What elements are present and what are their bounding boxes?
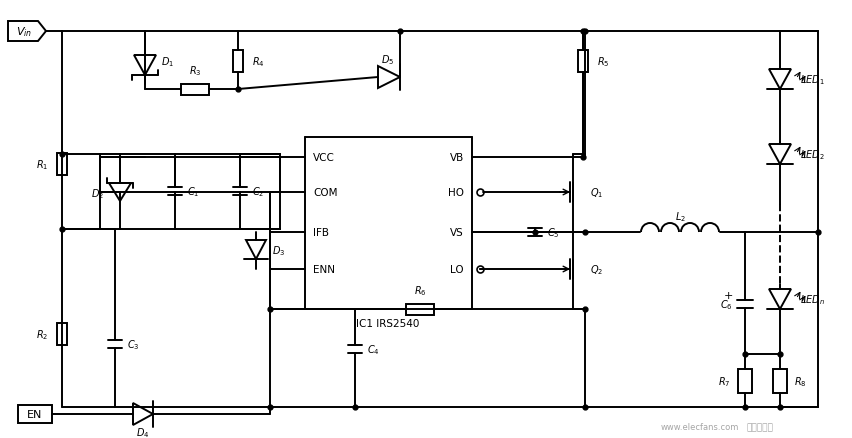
Text: $R_8$: $R_8$: [794, 374, 807, 388]
Text: VCC: VCC: [313, 153, 335, 162]
Polygon shape: [246, 240, 266, 259]
Polygon shape: [378, 67, 400, 89]
Bar: [18, 405, 52, 423]
Polygon shape: [8, 22, 46, 42]
Text: $D_4$: $D_4$: [136, 425, 150, 438]
Text: $Q_1$: $Q_1$: [590, 186, 603, 199]
Text: $R_6$: $R_6$: [414, 283, 426, 297]
Text: www.elecfans.com: www.elecfans.com: [661, 423, 740, 431]
Bar: [406, 304, 434, 315]
Text: ENN: ENN: [313, 265, 335, 274]
Text: $R_1$: $R_1$: [36, 158, 48, 172]
Text: +: +: [723, 290, 733, 300]
Text: $D_2$: $D_2$: [91, 187, 104, 201]
Text: $Q_2$: $Q_2$: [590, 262, 603, 276]
Polygon shape: [769, 145, 791, 165]
Bar: [57, 154, 67, 176]
Text: $C_1$: $C_1$: [187, 185, 199, 198]
Text: IC1 IRS2540: IC1 IRS2540: [356, 318, 420, 328]
Text: IFB: IFB: [313, 227, 329, 237]
Text: HO: HO: [448, 187, 464, 198]
Polygon shape: [133, 403, 153, 425]
Text: COM: COM: [313, 187, 337, 198]
Polygon shape: [769, 70, 791, 90]
Text: $R_3$: $R_3$: [189, 64, 201, 78]
Polygon shape: [134, 56, 156, 76]
Text: $R_2$: $R_2$: [36, 327, 48, 341]
Text: $C_4$: $C_4$: [367, 343, 380, 356]
Bar: [773, 369, 787, 393]
Polygon shape: [109, 184, 131, 201]
Text: $C_2$: $C_2$: [252, 185, 264, 198]
Text: $D_1$: $D_1$: [161, 55, 174, 69]
Text: $L_2$: $L_2$: [675, 210, 686, 223]
Text: $D_5$: $D_5$: [382, 53, 394, 67]
Text: $LED_1$: $LED_1$: [800, 73, 825, 87]
Text: $R_4$: $R_4$: [252, 55, 265, 69]
Text: $C_6$: $C_6$: [720, 297, 733, 311]
Text: VS: VS: [450, 227, 464, 237]
Text: VB: VB: [450, 153, 464, 162]
Bar: [578, 51, 588, 73]
Bar: [738, 369, 752, 393]
Text: LO: LO: [451, 265, 464, 274]
Bar: [233, 51, 243, 73]
Text: $R_7$: $R_7$: [718, 374, 731, 388]
Text: $D_3$: $D_3$: [272, 244, 285, 257]
Polygon shape: [769, 290, 791, 309]
Text: EN: EN: [27, 409, 43, 419]
Text: $LED_2$: $LED_2$: [800, 148, 825, 162]
Text: 电子发烧友: 电子发烧友: [746, 423, 774, 431]
Bar: [57, 323, 67, 345]
Text: $C_3$: $C_3$: [127, 337, 140, 351]
Text: $V_{in}$: $V_{in}$: [16, 25, 32, 39]
Text: $R_5$: $R_5$: [597, 55, 609, 69]
Bar: [181, 84, 209, 95]
Text: $LED_n$: $LED_n$: [800, 293, 825, 306]
Text: $C_5$: $C_5$: [547, 226, 560, 239]
